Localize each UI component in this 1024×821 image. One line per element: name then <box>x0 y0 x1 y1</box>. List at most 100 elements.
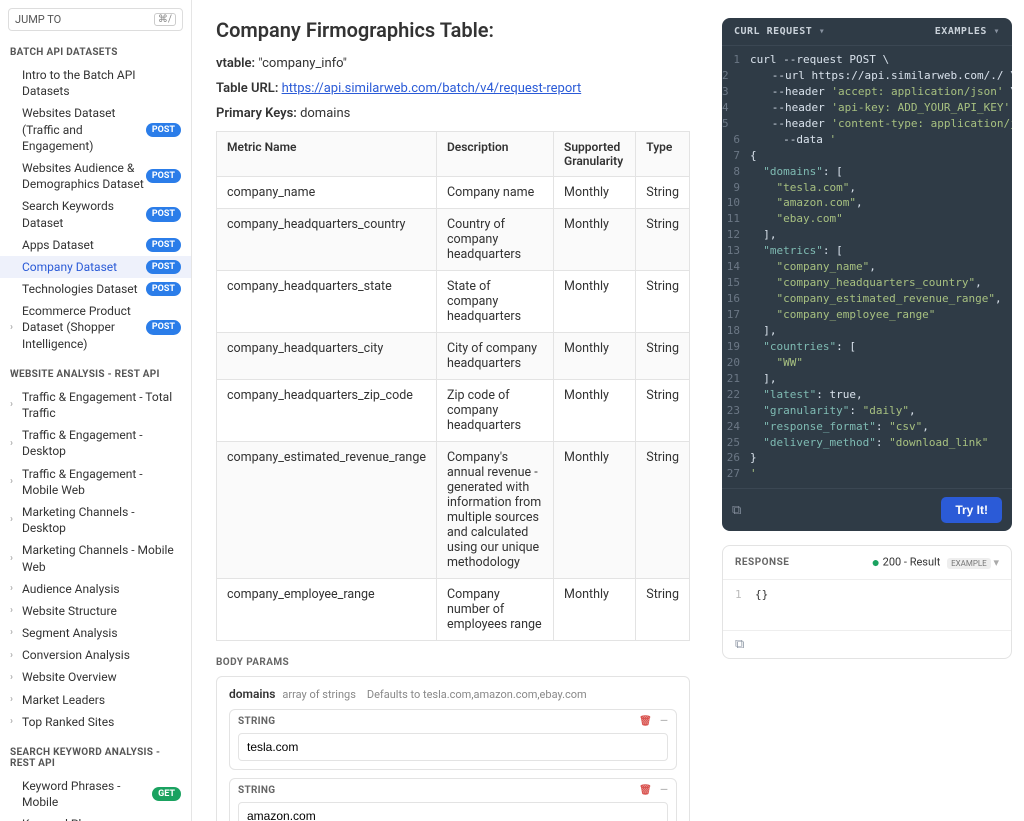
sidebar-item[interactable]: ›Marketing Channels - Desktop <box>0 501 191 539</box>
table-cell: Monthly <box>554 579 636 641</box>
try-it-button[interactable]: Try It! <box>941 497 1002 523</box>
sidebar-item[interactable]: › Top Ranked Sites <box>0 711 191 733</box>
table-cell: company_name <box>217 177 437 209</box>
code-line: 17 "company_employee_range" <box>722 307 1012 323</box>
sidebar-item[interactable]: › Audience Analysis <box>0 578 191 600</box>
response-status-dropdown[interactable]: ● 200 - Result EXAMPLE <box>871 554 999 571</box>
method-badge: POST <box>146 238 181 252</box>
copy-response-icon[interactable]: ⧉ <box>735 637 744 652</box>
response-label: RESPONSE <box>735 557 789 568</box>
table-cell: company_estimated_revenue_range <box>217 442 437 579</box>
table-header: Supported Granularity <box>554 132 636 177</box>
examples-dropdown[interactable]: EXAMPLES <box>935 26 1000 37</box>
sidebar-item-label: Marketing Channels - Desktop <box>22 504 181 536</box>
sidebar-section-title: BATCH API DATASETS <box>0 43 191 64</box>
code-language-dropdown[interactable]: CURL REQUEST <box>734 26 825 37</box>
code-line: 25 "delivery_method": "download_link" <box>722 435 1012 451</box>
code-line: 21 ], <box>722 371 1012 387</box>
chevron-right-icon: › <box>10 715 18 729</box>
table-url-link[interactable]: https://api.similarweb.com/batch/v4/requ… <box>282 81 582 96</box>
collapse-icon[interactable]: — <box>660 716 668 727</box>
copy-icon[interactable]: ⧉ <box>732 503 741 518</box>
body-params-label: BODY PARAMS <box>216 657 690 668</box>
code-line: 14 "company_name", <box>722 259 1012 275</box>
sidebar-item[interactable]: Keyword Phrases - MobileGET <box>0 775 191 813</box>
jump-to-label: JUMP TO <box>15 13 61 26</box>
chevron-right-icon: › <box>10 626 18 640</box>
collapse-icon[interactable]: — <box>660 785 668 796</box>
sidebar-item[interactable]: ›Ecommerce Product Dataset (Shopper Inte… <box>0 300 191 355</box>
sidebar-item[interactable]: › Segment Analysis <box>0 622 191 644</box>
code-line: 5 --header 'content-type: application/js… <box>722 116 1012 132</box>
code-body: 1curl --request POST \2 --url https://ap… <box>722 46 1012 488</box>
sidebar-item-label: Top Ranked Sites <box>22 714 181 730</box>
sidebar-item[interactable]: ›Conversion Analysis <box>0 644 191 666</box>
table-cell: String <box>636 177 690 209</box>
chevron-right-icon: › <box>10 582 18 596</box>
array-item-input[interactable] <box>238 733 668 761</box>
chevron-right-icon: › <box>10 475 18 489</box>
method-badge: POST <box>146 320 181 334</box>
table-cell: Monthly <box>554 177 636 209</box>
jump-to-search[interactable]: JUMP TO ⌘/ <box>8 8 183 31</box>
sidebar-item[interactable]: Intro to the Batch API Datasets <box>0 64 191 102</box>
primary-keys-line: Primary Keys: domains <box>216 106 690 121</box>
array-item-type-label: STRING <box>238 785 275 796</box>
sidebar-item-label: Ecommerce Product Dataset (Shopper Intel… <box>22 303 146 352</box>
table-row: company_nameCompany nameMonthlyString <box>217 177 690 209</box>
method-badge: POST <box>146 123 181 137</box>
sidebar-section-title: WEBSITE ANALYSIS - REST API <box>0 365 191 386</box>
code-line: 24 "response_format": "csv", <box>722 419 1012 435</box>
jump-to-kbd: ⌘/ <box>154 13 176 26</box>
table-cell: City of company headquarters <box>436 333 553 380</box>
code-line: 4 --header 'api-key: ADD_YOUR_API_KEY' \ <box>722 100 1012 116</box>
sidebar-item-label: Market Leaders <box>22 692 181 708</box>
table-header: Type <box>636 132 690 177</box>
delete-icon[interactable]: 🗑 <box>639 716 652 727</box>
sidebar-item-label: Apps Dataset <box>22 237 146 253</box>
code-line: 19 "countries": [ <box>722 339 1012 355</box>
sidebar-item[interactable]: Company DatasetPOST <box>0 256 191 278</box>
method-badge: POST <box>146 282 181 296</box>
sidebar-item[interactable]: ›Market Leaders <box>0 689 191 711</box>
sidebar-item[interactable]: Websites Dataset (Traffic and Engagement… <box>0 102 191 157</box>
sidebar-item[interactable]: ›Traffic & Engagement - Desktop <box>0 424 191 462</box>
table-cell: String <box>636 380 690 442</box>
sidebar-item-label: Traffic & Engagement - Desktop <box>22 427 181 459</box>
table-cell: Monthly <box>554 333 636 380</box>
sidebar-item-label: Website Structure <box>22 603 181 619</box>
sidebar-item[interactable]: Apps DatasetPOST <box>0 234 191 256</box>
sidebar-item[interactable]: › Website Structure <box>0 600 191 622</box>
sidebar-item-label: Audience Analysis <box>22 581 181 597</box>
method-badge: POST <box>146 207 181 221</box>
sidebar-item[interactable]: Keyword Phrases - DesktopGET <box>0 813 191 821</box>
table-cell: Monthly <box>554 442 636 579</box>
sidebar-item[interactable]: Technologies DatasetPOST <box>0 278 191 300</box>
sidebar-item[interactable]: Websites Audience & Demographics Dataset… <box>0 157 191 195</box>
sidebar-item[interactable]: ›Traffic & Engagement - Mobile Web <box>0 463 191 501</box>
code-line: 27' <box>722 466 1012 482</box>
metrics-table: Metric NameDescriptionSupported Granular… <box>216 131 690 641</box>
code-line: 13 "metrics": [ <box>722 243 1012 259</box>
sidebar: JUMP TO ⌘/ BATCH API DATASETSIntro to th… <box>0 0 192 821</box>
code-line: 3 --header 'accept: application/json' \ <box>722 84 1012 100</box>
array-item-input[interactable] <box>238 802 668 821</box>
sidebar-item-label: Keyword Phrases - Mobile <box>22 778 152 810</box>
table-cell: String <box>636 271 690 333</box>
sidebar-item[interactable]: ›Website Overview <box>0 666 191 688</box>
table-cell: company_headquarters_city <box>217 333 437 380</box>
table-cell: String <box>636 209 690 271</box>
sidebar-item[interactable]: ›Marketing Channels - Mobile Web <box>0 539 191 577</box>
delete-icon[interactable]: 🗑 <box>639 785 652 796</box>
sidebar-item-label: Technologies Dataset <box>22 281 146 297</box>
sidebar-item-label: Segment Analysis <box>22 625 181 641</box>
table-cell: Country of company headquarters <box>436 209 553 271</box>
sidebar-item-label: Websites Audience & Demographics Dataset <box>22 160 146 192</box>
chevron-right-icon: › <box>10 604 18 618</box>
chevron-right-icon: › <box>10 649 18 663</box>
sidebar-item-label: Websites Dataset (Traffic and Engagement… <box>22 105 146 154</box>
sidebar-item[interactable]: ›Traffic & Engagement - Total Traffic <box>0 386 191 424</box>
table-cell: Company's annual revenue - generated wit… <box>436 442 553 579</box>
sidebar-item[interactable]: Search Keywords DatasetPOST <box>0 195 191 233</box>
code-line: 10 "amazon.com", <box>722 195 1012 211</box>
